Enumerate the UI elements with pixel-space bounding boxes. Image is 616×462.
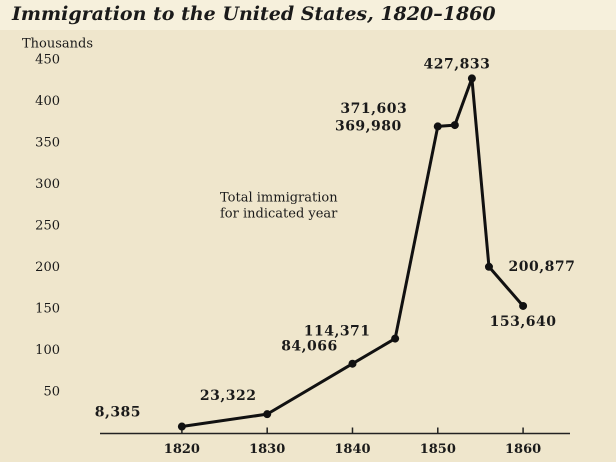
x-tick-label: 1860	[505, 442, 541, 457]
point	[484, 262, 493, 271]
y-tick-label: 150	[35, 302, 60, 317]
value-label: 369,980	[335, 118, 402, 134]
point	[467, 74, 476, 83]
annotation: for indicated year	[220, 207, 338, 222]
y-axis-label: Thousands	[22, 37, 93, 52]
value-label: 427,833	[423, 56, 490, 72]
point	[391, 334, 400, 343]
value-label: 371,603	[340, 101, 407, 117]
y-tick-label: 200	[35, 260, 60, 275]
point	[348, 359, 357, 368]
x-tick-label: 1830	[249, 442, 285, 457]
annotation: Total immigration	[220, 191, 338, 206]
chart-title: Immigration to the United States, 1820–1…	[11, 3, 496, 25]
value-label: 84,066	[281, 339, 338, 355]
y-tick-label: 350	[35, 136, 60, 151]
point	[450, 121, 459, 130]
y-tick-label: 450	[35, 53, 60, 68]
value-label: 200,877	[509, 259, 576, 275]
x-tick-label: 1820	[164, 442, 200, 457]
value-label: 114,371	[304, 324, 371, 340]
point	[433, 122, 442, 131]
value-label: 23,322	[200, 388, 257, 404]
y-tick-label: 300	[35, 177, 60, 192]
y-tick-label: 50	[43, 385, 60, 400]
title-band	[0, 0, 616, 30]
x-tick-label: 1840	[334, 442, 370, 457]
value-label: 153,640	[490, 314, 557, 330]
y-tick-label: 100	[35, 343, 60, 358]
point	[263, 410, 272, 419]
x-tick-label: 1850	[420, 442, 456, 457]
point	[177, 422, 186, 431]
value-label: 8,385	[95, 405, 141, 421]
y-tick-label: 400	[35, 94, 60, 109]
point	[519, 301, 528, 310]
y-tick-label: 250	[35, 219, 60, 234]
